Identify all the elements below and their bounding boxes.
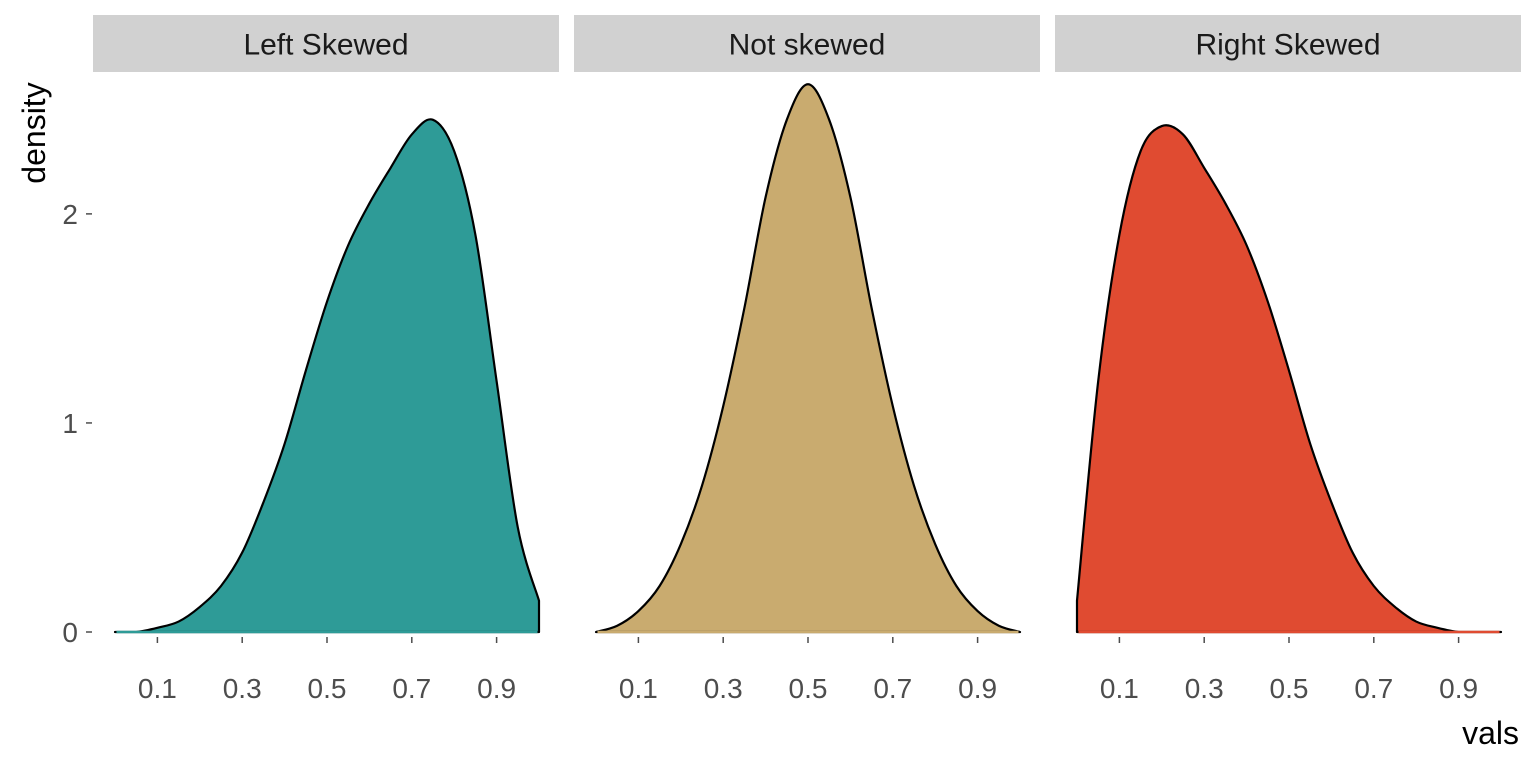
strip-right-skewed: [1055, 15, 1521, 72]
x-tick-label-right-skewed: 0.3: [1185, 673, 1224, 704]
strip-not-skewed: [574, 15, 1040, 72]
density-area-left-skewed: [113, 118, 541, 634]
panel-right-skewed: Right Skewed 0.1 0.3 0.5 0.7 0.9: [1055, 15, 1521, 704]
strip-label-not-skewed: Not skewed: [729, 29, 886, 62]
y-tick-label: 2: [62, 199, 78, 230]
x-tick-label-right-skewed: 0.9: [1439, 673, 1478, 704]
density-area-right-skewed: [1075, 124, 1503, 634]
panel-not-skewed: Not skewed 0.1 0.3 0.5 0.7 0.9: [574, 15, 1040, 704]
x-tick-label-right-skewed: 0.5: [1270, 673, 1309, 704]
strip-label-right-skewed: Right Skewed: [1195, 29, 1380, 62]
density-area-not-skewed: [594, 83, 1022, 634]
y-tick-label: 0: [62, 617, 78, 648]
panels-layer: Left Skewed 0.1 0.3 0.5 0.7 0.9 Not skewed 0.1 0…: [93, 15, 1521, 704]
x-axis-title: vals: [1462, 715, 1519, 751]
x-tick-label-not-skewed: 0.5: [789, 673, 828, 704]
x-tick-label-left-skewed: 0.3: [223, 673, 262, 704]
x-tick-label-not-skewed: 0.3: [704, 673, 743, 704]
x-tick-label-not-skewed: 0.7: [873, 673, 912, 704]
strip-left-skewed: [93, 15, 559, 72]
y-tick-label: 1: [62, 408, 78, 439]
x-tick-label-left-skewed: 0.5: [308, 673, 347, 704]
x-tick-label-left-skewed: 0.9: [477, 673, 516, 704]
x-tick-label-left-skewed: 0.1: [138, 673, 177, 704]
x-tick-label-not-skewed: 0.1: [619, 673, 658, 704]
x-tick-label-not-skewed: 0.9: [958, 673, 997, 704]
panel-left-skewed: Left Skewed 0.1 0.3 0.5 0.7 0.9: [93, 15, 559, 704]
strip-label-left-skewed: Left Skewed: [243, 29, 408, 62]
x-tick-label-left-skewed: 0.7: [392, 673, 431, 704]
x-tick-label-right-skewed: 0.7: [1354, 673, 1393, 704]
y-axis: 0 1 2: [62, 199, 92, 648]
x-tick-label-right-skewed: 0.1: [1100, 673, 1139, 704]
y-axis-title: density: [16, 82, 52, 183]
